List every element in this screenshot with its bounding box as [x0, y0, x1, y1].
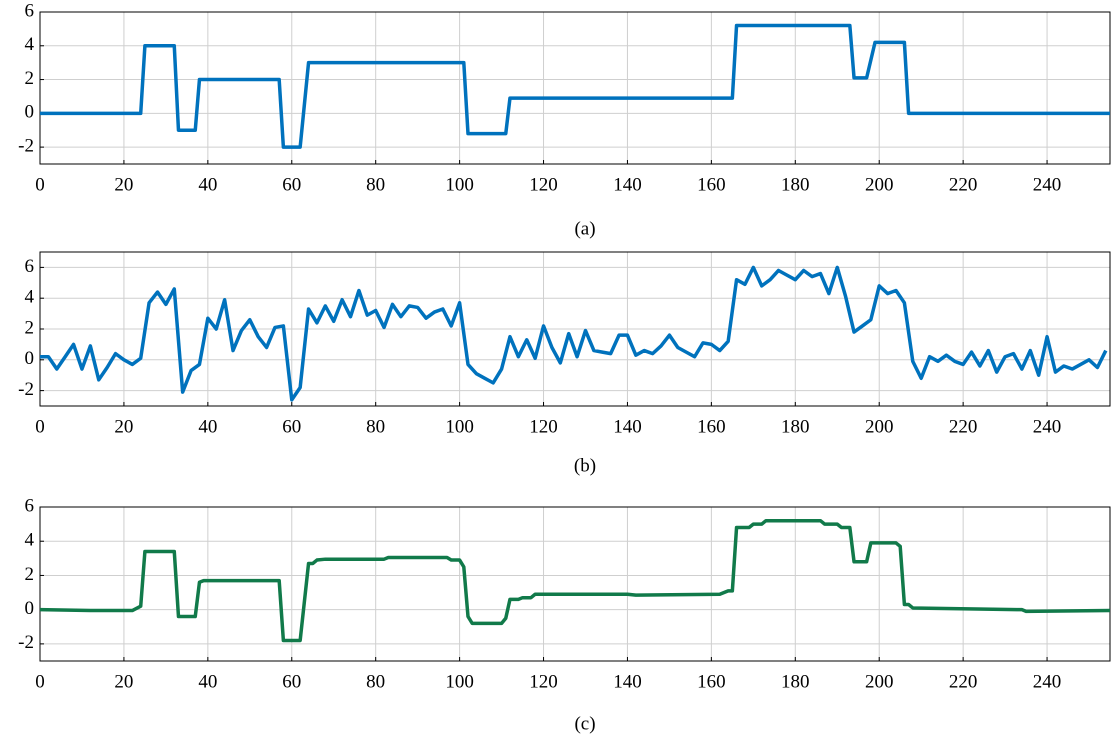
caption: (c): [574, 713, 595, 734]
x-tick-label: 120: [529, 174, 558, 195]
x-tick-label: 160: [697, 671, 726, 692]
y-tick-label: 6: [25, 495, 35, 516]
x-tick-label: 160: [697, 416, 726, 437]
caption: (b): [574, 455, 596, 476]
y-tick-label: 0: [25, 102, 35, 123]
x-tick-label: 220: [949, 671, 978, 692]
x-tick-label: 60: [282, 416, 301, 437]
x-tick-label: 180: [781, 671, 810, 692]
x-tick-label: 40: [198, 174, 217, 195]
x-tick-label: 200: [865, 671, 894, 692]
y-tick-label: -2: [18, 632, 34, 653]
x-tick-label: 180: [781, 174, 810, 195]
x-tick-label: 80: [366, 671, 385, 692]
x-tick-label: 120: [529, 671, 558, 692]
y-tick-label: -2: [18, 379, 34, 400]
plot-frame: [39, 506, 1111, 662]
y-tick-label: 6: [25, 0, 35, 21]
x-tick-label: 20: [114, 671, 133, 692]
x-tick-label: 240: [1033, 671, 1062, 692]
y-tick-label: 2: [25, 68, 35, 89]
x-tick-label: 100: [445, 671, 474, 692]
x-tick-label: 20: [114, 416, 133, 437]
x-tick-label: 140: [613, 671, 642, 692]
y-tick-label: 4: [25, 287, 35, 308]
x-tick-label: 40: [198, 671, 217, 692]
y-tick-label: 4: [25, 34, 35, 55]
x-tick-label: 180: [781, 416, 810, 437]
x-tick-label: 200: [865, 174, 894, 195]
x-tick-label: 80: [366, 416, 385, 437]
x-tick-label: 220: [949, 416, 978, 437]
x-tick-label: 100: [445, 416, 474, 437]
data-line: [40, 265, 1108, 402]
y-tick-label: 2: [25, 317, 35, 338]
x-tick-label: 100: [445, 174, 474, 195]
y-tick-label: 0: [25, 598, 35, 619]
x-tick-label: 0: [35, 174, 45, 195]
x-tick-label: 60: [282, 671, 301, 692]
x-tick-label: 140: [613, 174, 642, 195]
x-tick-label: 0: [35, 416, 45, 437]
y-tick-label: 6: [25, 256, 35, 277]
x-tick-label: 120: [529, 416, 558, 437]
y-tick-label: 4: [25, 530, 35, 551]
x-tick-label: 40: [198, 416, 217, 437]
x-tick-label: 80: [366, 174, 385, 195]
y-tick-label: -2: [18, 135, 34, 156]
data-line: [39, 518, 1111, 643]
x-tick-label: 140: [613, 416, 642, 437]
y-tick-label: 2: [25, 564, 35, 585]
data-line: [40, 23, 1110, 149]
x-tick-label: 160: [697, 174, 726, 195]
x-tick-label: 60: [282, 174, 301, 195]
x-tick-label: 0: [35, 671, 45, 692]
x-tick-label: 20: [114, 174, 133, 195]
y-tick-label: 0: [25, 348, 35, 369]
plot-frame: [39, 11, 1111, 165]
x-tick-label: 200: [865, 416, 894, 437]
plot-frame: [39, 251, 1111, 407]
caption: (a): [574, 218, 595, 239]
x-tick-label: 240: [1033, 174, 1062, 195]
x-tick-label: 220: [949, 174, 978, 195]
x-tick-label: 240: [1033, 416, 1062, 437]
